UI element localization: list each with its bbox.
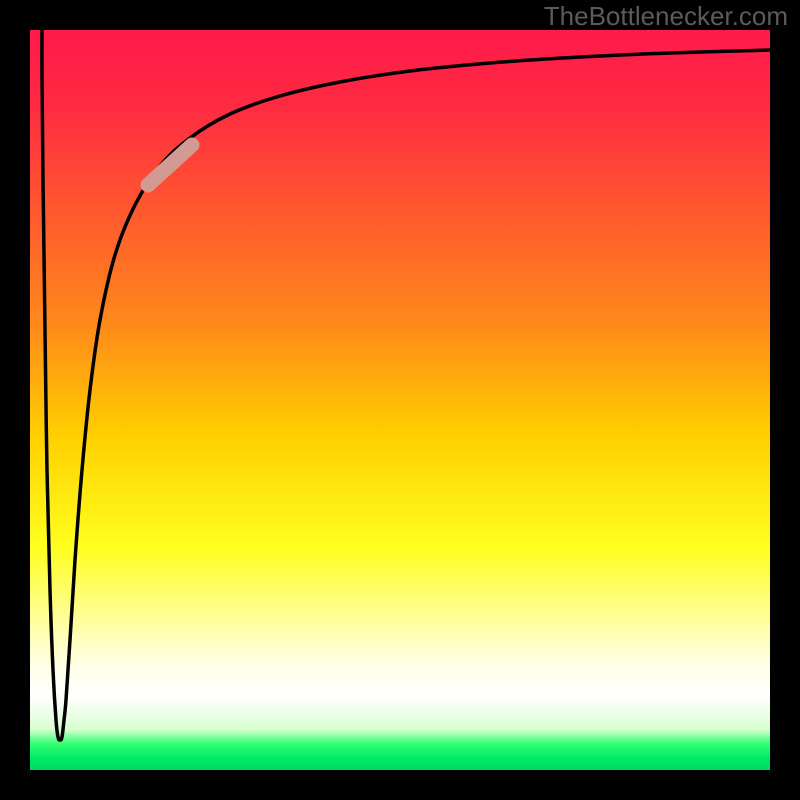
- watermark-text: TheBottlenecker.com: [544, 1, 788, 32]
- bottleneck-chart: [0, 0, 800, 800]
- plot-area: [30, 30, 770, 770]
